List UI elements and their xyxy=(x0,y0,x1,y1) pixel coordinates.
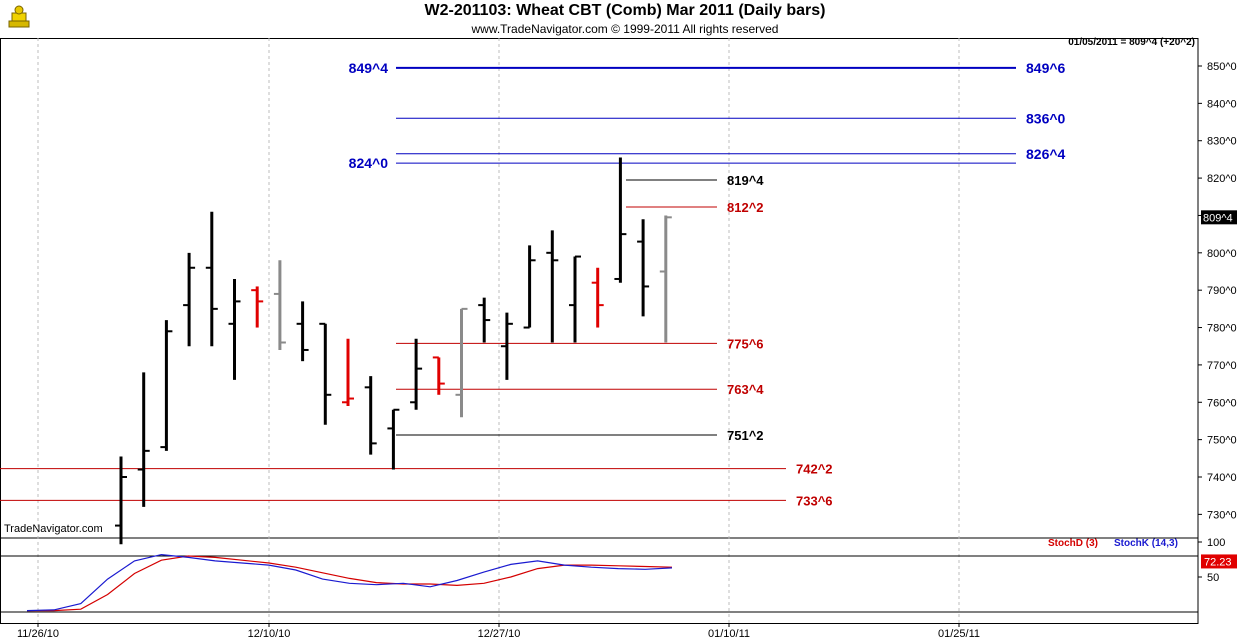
price-level-label: 763^4 xyxy=(727,382,764,397)
price-tick-label: 740^0 xyxy=(1207,472,1237,484)
ohlc-bar xyxy=(319,322,332,425)
ohlc-bar xyxy=(614,157,627,283)
price-level-label: 775^6 xyxy=(727,336,764,351)
ohlc-bar xyxy=(455,307,468,418)
last-price-label: 809^4 xyxy=(1203,212,1233,224)
ohlc-bar xyxy=(115,456,127,545)
ohlc-bar xyxy=(205,211,218,347)
plot-frame xyxy=(0,38,1199,624)
ohlc-bar xyxy=(183,252,196,347)
price-level-label: 826^4 xyxy=(1026,146,1066,162)
ohlc-bar xyxy=(478,297,491,343)
price-level-left-label: 824^0 xyxy=(349,155,389,171)
ohlc-bar xyxy=(410,338,423,410)
ohlc-bar xyxy=(296,301,309,362)
price-tick-label: 750^0 xyxy=(1207,435,1237,447)
price-bars xyxy=(115,157,672,545)
ohlc-bar xyxy=(500,312,513,380)
price-levels: 849^6 849^4 836^0 826^4 824^0 819^4 812^2 775^6… xyxy=(0,60,1066,508)
ohlc-bar xyxy=(251,286,264,328)
price-tick-label: 760^0 xyxy=(1207,397,1237,409)
ohlc-bar xyxy=(432,356,445,395)
ohlc-bar xyxy=(342,338,354,407)
price-readout: 01/05/2011 = 809^4 (+20^2) xyxy=(1068,37,1195,48)
price-level-label: 812^2 xyxy=(727,200,764,215)
price-tick-label: 780^0 xyxy=(1207,323,1237,335)
stoch-line-k xyxy=(26,553,673,612)
price-level-label: 836^0 xyxy=(1026,110,1066,126)
ohlc-bar xyxy=(546,230,559,343)
ohlc-bar xyxy=(228,278,241,380)
ohlc-bar xyxy=(137,372,150,507)
price-level-left-label: 849^4 xyxy=(349,60,389,76)
ohlc-bar xyxy=(637,219,650,317)
price-level-label: 751^2 xyxy=(727,428,764,443)
ohlc-bar xyxy=(523,245,536,329)
price-level-label: 849^6 xyxy=(1026,60,1066,76)
date-tick-label: 11/26/10 xyxy=(17,628,59,640)
ohlc-bar xyxy=(569,255,581,343)
ohlc-bar xyxy=(591,267,604,328)
price-level-label: 733^6 xyxy=(796,493,833,508)
navigator-logo-icon xyxy=(6,4,32,30)
price-tick-label: 800^0 xyxy=(1207,248,1237,260)
price-level-label: 819^4 xyxy=(727,173,764,188)
last-price-box xyxy=(1201,210,1237,225)
watermark: TradeNavigator.com xyxy=(4,523,103,535)
price-tick-label: 840^0 xyxy=(1207,98,1237,110)
date-axis[interactable]: 11/26/10 12/10/10 12/27/10 01/10/11 01/25/11 xyxy=(17,623,980,640)
price-axis[interactable]: 730^0 740^0 750^0 760^0 770^0 780^0 790^0 800^0… xyxy=(1198,61,1237,584)
ohlc-bar xyxy=(659,215,672,343)
price-tick-label: 850^0 xyxy=(1207,61,1237,73)
ohlc-bar xyxy=(273,260,286,350)
grid-lines xyxy=(0,38,1199,624)
date-tick-label: 12/10/10 xyxy=(248,628,291,640)
stoch-value-label: 72.23 xyxy=(1204,556,1232,568)
stoch-tick-label: 50 xyxy=(1207,572,1219,584)
ohlc-bar xyxy=(387,408,400,470)
legend-stochk: StochK (14,3) xyxy=(1114,538,1178,549)
price-tick-label: 830^0 xyxy=(1207,136,1237,148)
price-tick-label: 730^0 xyxy=(1207,509,1237,521)
ohlc-bar xyxy=(160,320,173,451)
price-level-label: 742^2 xyxy=(796,462,833,477)
price-tick-label: 820^0 xyxy=(1207,173,1237,185)
chart-title: W2-201103: Wheat CBT (Comb) Mar 2011 (Da… xyxy=(424,2,826,19)
price-tick-label: 790^0 xyxy=(1207,285,1237,297)
legend-stochd: StochD (3) xyxy=(1048,538,1098,549)
ohlc-bar xyxy=(364,376,377,455)
stoch-value-box xyxy=(1201,554,1237,569)
date-tick-label: 01/10/11 xyxy=(708,628,750,640)
price-tick-label: 770^0 xyxy=(1207,360,1237,372)
date-tick-label: 01/25/11 xyxy=(938,628,980,640)
stoch-tick-label: 100 xyxy=(1207,537,1225,549)
date-tick-label: 12/27/10 xyxy=(478,628,521,640)
stochastic-panel xyxy=(0,553,1198,613)
chart-subtitle: www.TradeNavigator.com © 1999-2011 All r… xyxy=(471,22,779,36)
